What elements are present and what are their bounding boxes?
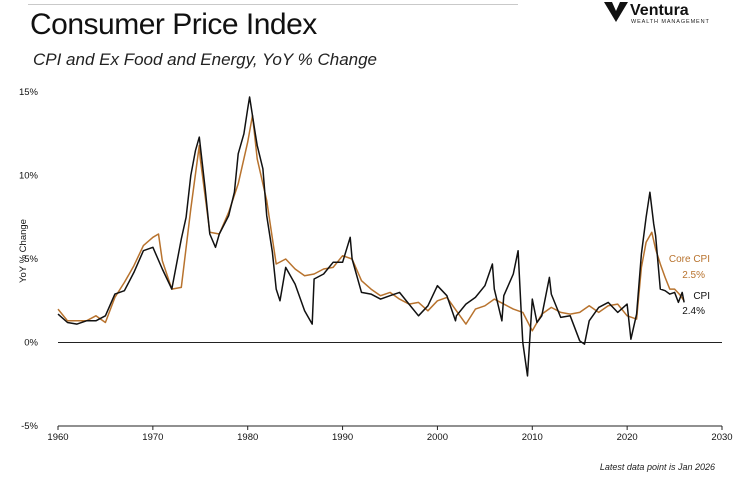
ventura-logo: Ventura WEALTH MANAGEMENT [604, 2, 714, 26]
footnote: Latest data point is Jan 2026 [599, 462, 715, 472]
core-cpi-label-name: Core CPI [669, 254, 710, 265]
logo-name: Ventura [630, 2, 689, 19]
x-tick-label: 2020 [617, 432, 638, 443]
core-cpi-label-value: 2.5% [682, 270, 705, 281]
cpi-label-value: 2.4% [682, 306, 705, 317]
plot-axes: 15% 10% 5% 0% -5% 1960 1970 1980 1990 2000 2010 202… [18, 87, 733, 443]
y-tick-label: 15% [19, 87, 39, 98]
core-cpi-series-line [57, 114, 685, 332]
x-tick-label: 2000 [427, 432, 448, 443]
y-tick-label: 5% [24, 254, 38, 265]
y-tick-label: 10% [19, 171, 39, 182]
x-tick-label: 1980 [237, 432, 258, 443]
y-tick-label: -5% [21, 421, 38, 432]
ventura-logo-icon [604, 2, 628, 22]
logo-tagline: WEALTH MANAGEMENT [631, 19, 710, 25]
chart-title: Consumer Price Index [30, 8, 317, 41]
cpi-label-name: CPI [693, 291, 710, 302]
y-tick-label: 0% [24, 338, 38, 349]
x-tick-label: 1970 [142, 432, 163, 443]
top-rule [28, 4, 518, 5]
series-layer [57, 96, 685, 377]
x-tick-label: 1990 [332, 432, 353, 443]
label-layer: Core CPI 2.5% CPI 2.4% [669, 254, 710, 317]
cpi-series-line [57, 96, 685, 377]
x-tick-label: 2030 [711, 432, 732, 443]
x-tick-label: 1960 [47, 432, 68, 443]
y-axis-label: YoY % Change [18, 219, 29, 283]
x-tick-label: 2010 [522, 432, 543, 443]
chart-subtitle: CPI and Ex Food and Energy, YoY % Change [33, 50, 378, 69]
